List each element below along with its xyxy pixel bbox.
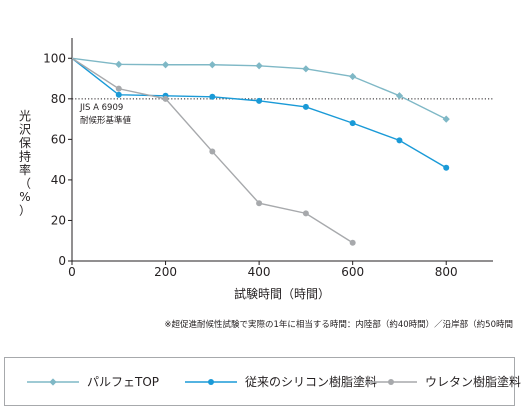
- y-axis-title: 光沢保持率（%）: [19, 109, 31, 218]
- legend-swatch-3: [365, 377, 417, 387]
- y-tick-label-100: 100: [43, 51, 66, 65]
- reference-label-line2: 耐候形基準値: [80, 115, 132, 126]
- legend-swatch-1: [27, 377, 79, 387]
- series-1-point-100: [115, 60, 123, 68]
- y-axis-title-char: 持: [19, 149, 31, 164]
- series-3-point-600: [349, 239, 356, 246]
- footnote: ※超促進耐候性試験で実際の1年に相当する時間：内陸部（約40時間）／沿岸部（約5…: [164, 320, 513, 330]
- x-tick-label-400: 400: [248, 265, 271, 279]
- y-tick-label-60: 60: [51, 132, 66, 146]
- series-2-point-600: [349, 120, 356, 127]
- x-tick-label-0: 0: [68, 265, 76, 279]
- legend-label-2: 従来のシリコン樹脂塗料: [245, 375, 378, 389]
- legend-label-3: ウレタン樹脂塗料: [425, 375, 521, 389]
- series-3-point-300: [209, 148, 216, 155]
- x-axis-title: 試験時間（時間）: [234, 286, 330, 300]
- series-3: [71, 57, 356, 246]
- legend-item-2: 従来のシリコン樹脂塗料: [185, 358, 377, 405]
- legend-label-1: パルフェTOP: [87, 375, 160, 389]
- y-axis-title-char: ）: [19, 204, 31, 218]
- series-1-point-200: [161, 61, 170, 69]
- series-3-point-100: [115, 85, 122, 92]
- x-tick-label-600: 600: [341, 265, 364, 279]
- series-2-point-300: [209, 93, 216, 100]
- y-axis-title-char: %: [19, 190, 30, 204]
- legend-item-3: ウレタン樹脂塗料: [365, 358, 521, 405]
- series-3-point-500: [302, 210, 309, 217]
- y-axis-title-char: 率: [19, 162, 31, 177]
- series-1-point-800: [442, 115, 450, 123]
- reference-label-line1: JIS A 6909: [79, 103, 123, 113]
- series-2-point-100: [115, 91, 122, 98]
- line-chart: 0 20 40 60 80 100 0 200 400 600 800 光沢保持率（%） 試験時間（…: [19, 38, 493, 300]
- y-tick-label-80: 80: [51, 92, 66, 106]
- legend-marker-3: [388, 378, 394, 385]
- y-axis-title-char: 光: [19, 109, 31, 123]
- y-tick-label-20: 20: [51, 213, 66, 227]
- legend-swatch-2: [185, 377, 237, 387]
- series-3-point-200: [162, 95, 169, 102]
- legend: パルフェTOP 従来のシリコン樹脂塗料 ウレタン樹脂塗料: [4, 357, 521, 406]
- chart-panel: 0 20 40 60 80 100 0 200 400 600 800 光沢保持率（%） 試験時間（…: [19, 38, 493, 300]
- legend-marker-1: [49, 377, 57, 386]
- series-2-point-800: [443, 164, 450, 171]
- series-1: [71, 57, 450, 123]
- x-tick-label-200: 200: [154, 265, 177, 279]
- y-axis-title-char: （: [19, 177, 31, 191]
- y-tick-label-40: 40: [51, 173, 66, 187]
- x-tick-label-800: 800: [435, 265, 458, 279]
- series-1-point-700: [395, 92, 404, 100]
- series-3-point-400: [256, 200, 263, 207]
- series-2: [71, 57, 450, 171]
- legend-item-1: パルフェTOP: [27, 358, 159, 405]
- series-1-point-500: [302, 65, 310, 73]
- series-2-point-700: [396, 137, 403, 144]
- series-2-point-500: [302, 103, 309, 110]
- y-axis-title-char: 保: [19, 136, 31, 150]
- y-tick-label-0: 0: [58, 254, 66, 268]
- series-1-point-600: [349, 72, 357, 81]
- series-1-point-400: [255, 62, 263, 70]
- y-axis-title-char: 沢: [19, 123, 31, 137]
- series-1-point-300: [208, 61, 216, 69]
- legend-marker-2: [208, 378, 214, 385]
- series-2-point-400: [256, 97, 263, 104]
- series-2-line: [71, 57, 447, 169]
